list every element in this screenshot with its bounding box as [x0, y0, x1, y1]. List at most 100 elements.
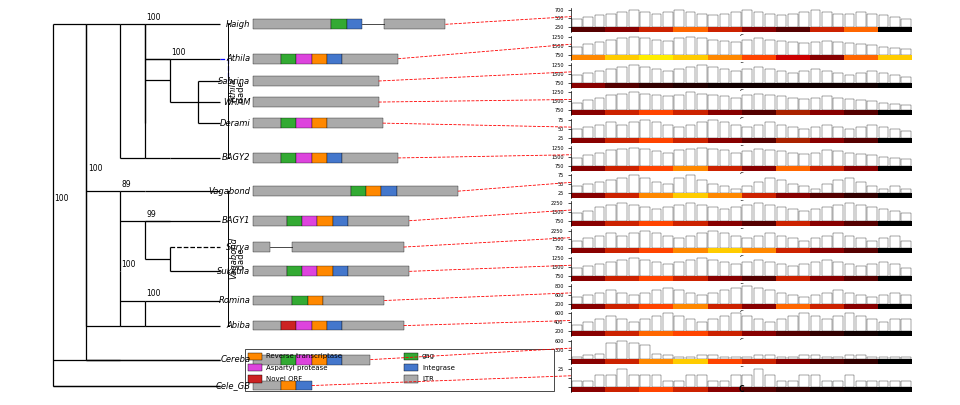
Bar	[845, 264, 854, 276]
Bar	[396, 186, 458, 196]
Bar	[312, 54, 327, 64]
Bar	[788, 127, 798, 138]
Bar	[800, 375, 809, 386]
Bar	[640, 320, 650, 331]
Bar	[302, 266, 318, 276]
Bar	[287, 216, 302, 226]
Bar	[788, 73, 798, 83]
Bar	[652, 262, 661, 276]
Bar	[741, 55, 776, 60]
Bar	[788, 153, 798, 166]
Bar	[765, 205, 775, 221]
Bar	[606, 13, 615, 28]
Bar	[572, 325, 582, 331]
Bar	[297, 355, 312, 364]
Bar	[901, 131, 911, 138]
Bar	[742, 151, 752, 166]
Bar	[810, 42, 820, 55]
Bar	[606, 316, 615, 331]
Bar	[292, 242, 403, 252]
Bar	[856, 127, 866, 138]
Bar	[245, 349, 554, 391]
Bar	[844, 386, 878, 392]
Bar	[845, 99, 854, 110]
Bar	[754, 11, 763, 28]
Bar	[810, 69, 820, 83]
Bar	[868, 71, 877, 83]
Bar	[878, 304, 912, 309]
Bar	[595, 98, 605, 110]
Bar	[810, 55, 844, 60]
Bar	[697, 295, 707, 304]
Bar	[800, 355, 809, 359]
Bar	[708, 381, 718, 386]
Bar	[788, 184, 798, 193]
Bar	[571, 304, 605, 309]
Bar	[297, 118, 312, 128]
Bar	[765, 40, 775, 55]
Bar	[663, 355, 673, 359]
Bar	[822, 41, 831, 55]
Bar	[844, 110, 878, 115]
Bar	[253, 242, 270, 252]
Bar	[741, 28, 776, 32]
Bar	[708, 40, 718, 55]
Bar	[878, 238, 888, 248]
Bar	[777, 180, 786, 193]
Bar	[663, 41, 673, 55]
Bar	[742, 238, 752, 248]
Bar	[629, 295, 638, 304]
Text: 100: 100	[55, 194, 69, 203]
Bar	[878, 221, 912, 226]
Bar	[776, 304, 810, 309]
Bar	[617, 124, 627, 138]
Bar	[901, 189, 911, 193]
Bar	[572, 47, 582, 55]
Bar	[810, 248, 844, 254]
Bar	[629, 92, 638, 110]
Bar	[777, 292, 786, 304]
Text: LTR: LTR	[422, 376, 434, 382]
Bar	[844, 304, 878, 309]
Bar	[673, 83, 708, 87]
Bar	[776, 28, 810, 32]
Bar	[732, 153, 741, 166]
Bar	[878, 209, 888, 221]
Bar	[253, 321, 281, 330]
Bar	[878, 357, 888, 359]
Bar	[878, 110, 912, 115]
Bar	[741, 110, 776, 115]
Bar	[673, 359, 708, 364]
Bar	[788, 316, 798, 331]
Bar	[732, 357, 741, 359]
Bar	[833, 205, 843, 221]
Bar	[584, 184, 593, 193]
Bar	[776, 193, 810, 198]
Bar	[810, 386, 844, 392]
Text: Integrase: Integrase	[422, 365, 455, 371]
Bar	[708, 149, 718, 166]
Bar	[605, 138, 639, 143]
Bar	[868, 101, 877, 110]
Bar	[708, 386, 741, 392]
Bar	[776, 221, 810, 226]
Bar	[605, 359, 639, 364]
Bar	[765, 262, 775, 276]
Bar	[606, 150, 615, 166]
Bar	[800, 264, 809, 276]
Bar	[868, 45, 877, 55]
Bar	[697, 13, 707, 28]
Bar	[754, 369, 763, 386]
Bar	[640, 67, 650, 83]
Bar	[584, 295, 593, 304]
Bar	[343, 54, 398, 64]
Bar	[571, 138, 605, 143]
Bar	[833, 290, 843, 304]
Bar	[571, 221, 605, 226]
Text: 99: 99	[147, 210, 156, 219]
Bar	[343, 355, 371, 364]
Bar	[584, 127, 593, 138]
Bar	[281, 54, 297, 64]
Bar	[901, 241, 911, 248]
Bar	[617, 149, 627, 166]
